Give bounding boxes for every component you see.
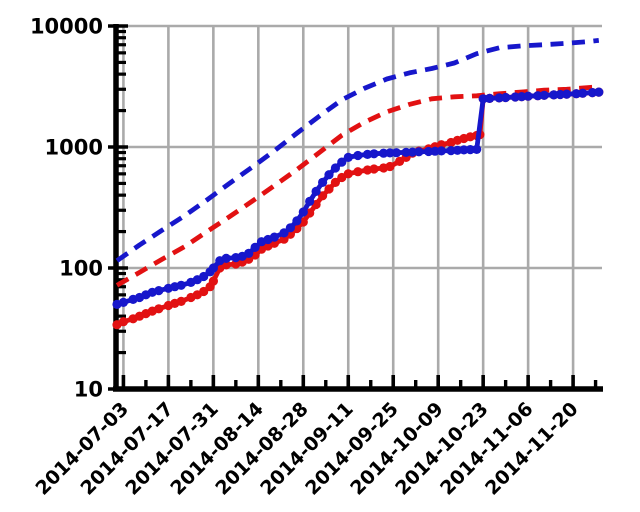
series-marker-blue-solid [279, 228, 289, 238]
series-marker-blue-solid [324, 170, 334, 180]
series-line-blue-dashed [115, 38, 600, 263]
series-line-red-dashed [115, 84, 599, 288]
series-marker-blue-solid [337, 157, 347, 167]
series-marker-red-solid [330, 177, 340, 187]
y-tick-label: 1000 [45, 136, 103, 160]
series-marker-blue-solid [436, 146, 446, 156]
series-marker-red-solid [353, 167, 363, 177]
series-marker-blue-solid [501, 92, 511, 103]
series-marker-blue-solid [285, 223, 295, 233]
y-tick-label: 10000 [30, 15, 103, 39]
series-marker-blue-solid [330, 163, 340, 173]
series-marker-blue-solid [555, 89, 565, 100]
series-marker-blue-solid [318, 177, 328, 187]
series-marker-blue-solid [244, 248, 254, 258]
series-marker-blue-solid [594, 87, 604, 97]
series-marker-blue-solid [221, 253, 231, 263]
series-marker-blue-solid [269, 232, 279, 242]
y-tick-label: 10 [74, 378, 103, 402]
series-marker-red-solid [199, 286, 209, 297]
series-marker-blue-solid [485, 93, 495, 103]
series-marker-blue-solid [250, 242, 260, 252]
series-marker-blue-solid [539, 90, 549, 100]
series-marker-red-solid [343, 169, 353, 179]
series-marker-blue-solid [353, 150, 363, 161]
series-marker-blue-solid [523, 91, 533, 101]
series-marker-red-solid [385, 161, 395, 172]
series-marker-blue-solid [472, 144, 482, 154]
series-marker-blue-solid [199, 271, 209, 282]
series-marker-blue-solid [305, 196, 315, 206]
series-marker-red-solid [369, 164, 379, 174]
series-marker-red-solid [324, 184, 334, 194]
series-marker-red-solid [208, 276, 218, 286]
series-marker-blue-solid [298, 207, 308, 217]
series-marker-red-solid [318, 191, 328, 201]
series-marker-blue-solid [208, 263, 218, 273]
series-marker-blue-solid [154, 286, 164, 296]
series-marker-blue-solid [343, 152, 353, 162]
series-marker-blue-solid [562, 89, 572, 99]
y-tick-label: 100 [59, 257, 103, 281]
series-marker-red-solid [118, 317, 128, 327]
series-marker-blue-solid [414, 147, 424, 157]
series-marker-blue-solid [292, 216, 302, 226]
series-marker-blue-solid [176, 280, 186, 290]
series-marker-blue-solid [385, 148, 395, 158]
series-marker-red-solid [176, 296, 186, 306]
series-marker-blue-solid [369, 149, 379, 159]
series-marker-red-solid [279, 234, 289, 244]
series-marker-red-solid [154, 304, 164, 314]
series-marker-blue-solid [465, 145, 475, 155]
series-marker-blue-solid [311, 186, 321, 196]
series-marker-blue-solid [578, 88, 588, 98]
series-marker-blue-solid [391, 148, 401, 158]
series-marker-blue-solid [118, 297, 128, 307]
series-marker-blue-solid [446, 146, 456, 156]
